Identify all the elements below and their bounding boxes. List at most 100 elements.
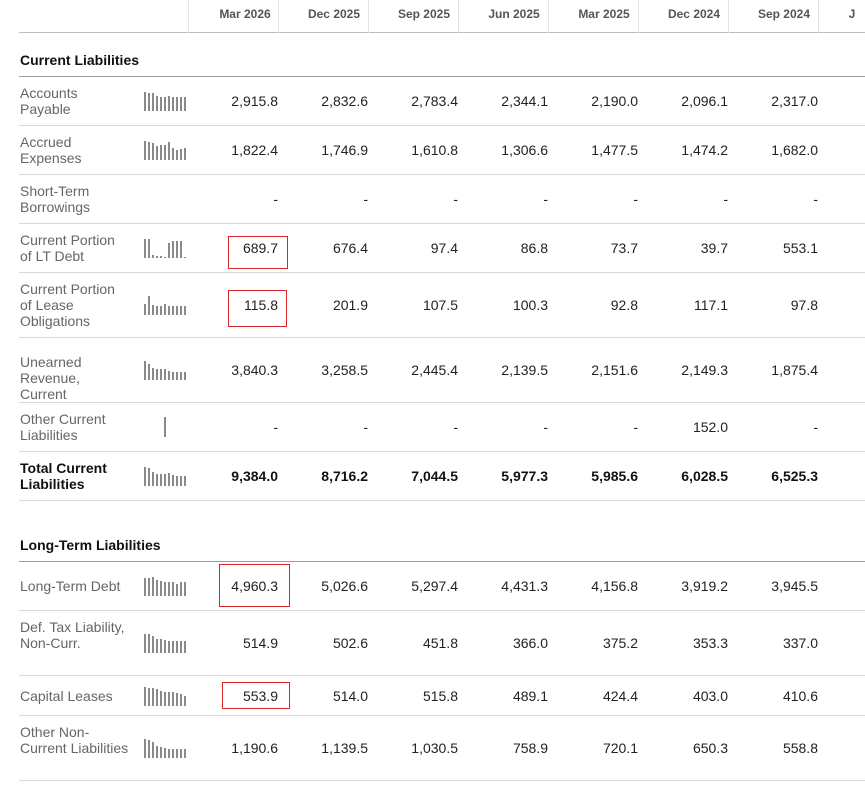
- value-cell[interactable]: 6,525.3: [771, 468, 818, 484]
- value-cell[interactable]: 650.3: [692, 740, 728, 756]
- value-cell[interactable]: 73.7: [610, 240, 638, 256]
- row-label[interactable]: Long-Term Debt: [20, 578, 121, 594]
- value-cell[interactable]: 115.8: [244, 297, 278, 313]
- value-cell[interactable]: 3,945.5: [771, 578, 818, 594]
- value-cell[interactable]: 97.4: [430, 240, 458, 256]
- value-cell[interactable]: 676.4: [332, 240, 368, 256]
- value-cell[interactable]: 1,190.6: [231, 740, 278, 756]
- column-header[interactable]: Jun 2025: [488, 7, 540, 21]
- value-cell[interactable]: -: [273, 419, 278, 435]
- value-cell[interactable]: 515.8: [422, 688, 458, 704]
- value-cell[interactable]: 1,139.5: [321, 740, 368, 756]
- column-header[interactable]: Sep 2024: [757, 7, 811, 21]
- value-cell[interactable]: 403.0: [692, 688, 728, 704]
- value-cell[interactable]: 353.3: [692, 635, 728, 651]
- value-cell[interactable]: 514.9: [242, 635, 278, 651]
- value-cell[interactable]: 107.5: [422, 297, 458, 313]
- value-cell[interactable]: 2,445.4: [411, 362, 458, 378]
- column-header[interactable]: Mar 2026: [219, 7, 271, 21]
- value-cell[interactable]: 100.3: [512, 297, 548, 313]
- value-cell[interactable]: 1,306.6: [501, 142, 548, 158]
- value-cell[interactable]: -: [453, 191, 458, 207]
- value-cell[interactable]: 2,317.0: [771, 93, 818, 109]
- value-cell[interactable]: 1,875.4: [771, 362, 818, 378]
- column-header[interactable]: Dec 2024: [667, 7, 721, 21]
- value-cell[interactable]: 4,431.3: [501, 578, 548, 594]
- row-label[interactable]: Current Portion of Lease Obligations: [20, 281, 115, 329]
- row-label[interactable]: Current Portion of LT Debt: [20, 232, 115, 264]
- value-cell[interactable]: 375.2: [602, 635, 638, 651]
- row-label[interactable]: Def. Tax Liability, Non-Curr.: [20, 619, 125, 651]
- value-cell[interactable]: -: [723, 191, 728, 207]
- value-cell[interactable]: 2,139.5: [501, 362, 548, 378]
- value-cell[interactable]: 553.9: [242, 688, 278, 704]
- value-cell[interactable]: -: [633, 191, 638, 207]
- row-label[interactable]: Accrued Expenses: [20, 134, 82, 166]
- value-cell[interactable]: 502.6: [332, 635, 368, 651]
- value-cell[interactable]: 1,477.5: [591, 142, 638, 158]
- value-cell[interactable]: 9,384.0: [231, 468, 278, 484]
- value-cell[interactable]: 5,297.4: [411, 578, 458, 594]
- row-label[interactable]: Other Current Liabilities: [20, 411, 106, 443]
- value-cell[interactable]: 1,682.0: [771, 142, 818, 158]
- row-label[interactable]: Capital Leases: [20, 688, 113, 704]
- value-cell[interactable]: 201.9: [332, 297, 368, 313]
- value-cell[interactable]: 152.0: [692, 419, 728, 435]
- value-cell[interactable]: 451.8: [422, 635, 458, 651]
- row-label[interactable]: Accounts Payable: [20, 85, 78, 117]
- column-header[interactable]: Mar 2025: [578, 7, 630, 21]
- value-cell[interactable]: 6,028.5: [681, 468, 728, 484]
- value-cell[interactable]: -: [273, 191, 278, 207]
- value-cell[interactable]: 92.8: [610, 297, 638, 313]
- value-cell[interactable]: -: [363, 191, 368, 207]
- value-cell[interactable]: 97.8: [790, 297, 818, 313]
- value-cell[interactable]: 2,190.0: [591, 93, 638, 109]
- value-cell[interactable]: -: [813, 419, 818, 435]
- row-label[interactable]: Total Current Liabilities: [20, 460, 107, 492]
- value-cell[interactable]: 758.9: [512, 740, 548, 756]
- value-cell[interactable]: 489.1: [512, 688, 548, 704]
- value-cell[interactable]: -: [453, 419, 458, 435]
- value-cell[interactable]: 2,344.1: [501, 93, 548, 109]
- value-cell[interactable]: 2,915.8: [231, 93, 278, 109]
- row-label[interactable]: Other Non-Current Liabilities: [20, 724, 129, 756]
- value-cell[interactable]: -: [633, 419, 638, 435]
- value-cell[interactable]: 3,258.5: [321, 362, 368, 378]
- value-cell[interactable]: 5,985.6: [591, 468, 638, 484]
- value-cell[interactable]: 689.7: [242, 240, 278, 256]
- value-cell[interactable]: 410.6: [782, 688, 818, 704]
- value-cell[interactable]: 720.1: [602, 740, 638, 756]
- value-cell[interactable]: 2,783.4: [411, 93, 458, 109]
- value-cell[interactable]: 2,151.6: [591, 362, 638, 378]
- value-cell[interactable]: 337.0: [782, 635, 818, 651]
- value-cell[interactable]: 7,044.5: [411, 468, 458, 484]
- value-cell[interactable]: 553.1: [782, 240, 818, 256]
- value-cell[interactable]: 1,610.8: [411, 142, 458, 158]
- value-cell[interactable]: 3,919.2: [681, 578, 728, 594]
- value-cell[interactable]: 2,096.1: [681, 93, 728, 109]
- value-cell[interactable]: -: [543, 191, 548, 207]
- value-cell[interactable]: 5,026.6: [321, 578, 368, 594]
- value-cell[interactable]: 4,960.3: [231, 578, 278, 594]
- value-cell[interactable]: -: [363, 419, 368, 435]
- value-cell[interactable]: 424.4: [602, 688, 638, 704]
- value-cell[interactable]: 8,716.2: [321, 468, 368, 484]
- column-header[interactable]: Dec 2025: [307, 7, 361, 21]
- row-label[interactable]: Unearned Revenue, Current: [20, 354, 82, 402]
- value-cell[interactable]: 1,822.4: [231, 142, 278, 158]
- value-cell[interactable]: 1,030.5: [411, 740, 458, 756]
- value-cell[interactable]: 117.1: [694, 297, 728, 313]
- value-cell[interactable]: -: [813, 191, 818, 207]
- column-header[interactable]: J: [848, 7, 856, 21]
- value-cell[interactable]: 3,840.3: [231, 362, 278, 378]
- value-cell[interactable]: 86.8: [520, 240, 548, 256]
- value-cell[interactable]: 5,977.3: [501, 468, 548, 484]
- value-cell[interactable]: 2,832.6: [321, 93, 368, 109]
- value-cell[interactable]: 558.8: [782, 740, 818, 756]
- value-cell[interactable]: 514.0: [332, 688, 368, 704]
- value-cell[interactable]: 366.0: [512, 635, 548, 651]
- value-cell[interactable]: -: [543, 419, 548, 435]
- value-cell[interactable]: 4,156.8: [591, 578, 638, 594]
- value-cell[interactable]: 1,474.2: [681, 142, 728, 158]
- value-cell[interactable]: 2,149.3: [681, 362, 728, 378]
